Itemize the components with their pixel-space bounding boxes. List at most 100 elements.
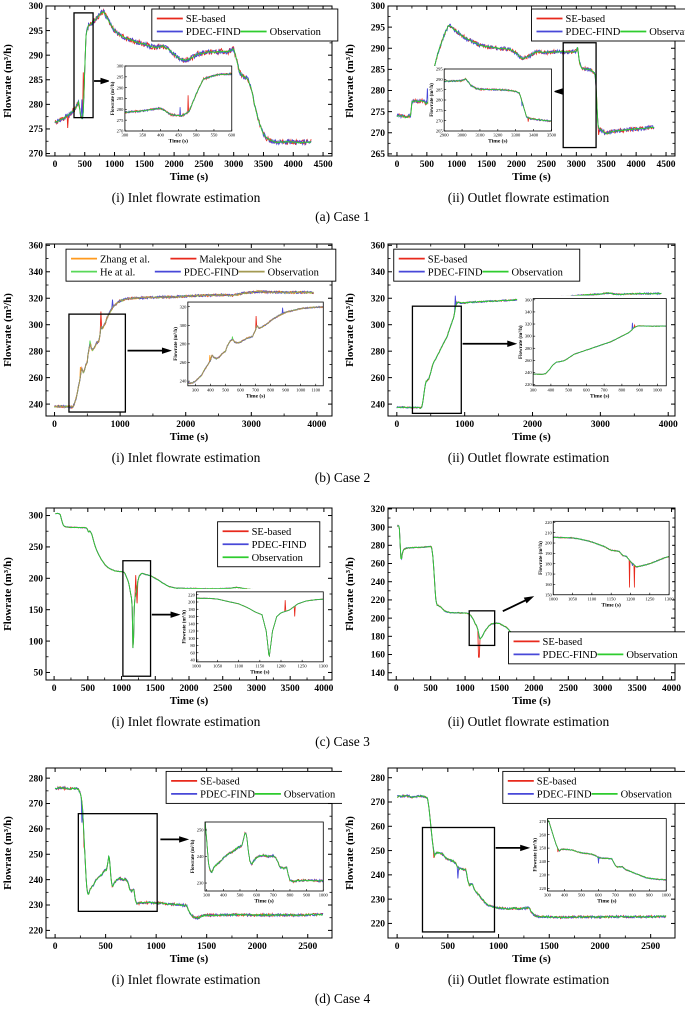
panel-case2-outlet: 0 1000 2000 3000 4000 240 260 280 300 320 340 360 Ti… — [342, 230, 685, 466]
svg-text:3000: 3000 — [458, 133, 468, 138]
svg-text:400: 400 — [207, 387, 215, 392]
svg-text:600: 600 — [253, 893, 261, 898]
svg-text:800: 800 — [619, 387, 627, 392]
series-lines — [396, 794, 667, 920]
svg-text:220: 220 — [545, 520, 553, 525]
legend-label-Observation: Observation — [252, 553, 304, 564]
svg-text:3200: 3200 — [493, 133, 503, 138]
legend-label-SE-based: SE-based — [537, 777, 577, 788]
svg-text:1000: 1000 — [147, 942, 166, 952]
svg-text:3000: 3000 — [224, 160, 243, 170]
svg-text:290: 290 — [371, 44, 386, 54]
svg-text:Flowrate (m³/h): Flowrate (m³/h) — [344, 557, 356, 631]
svg-text:1000: 1000 — [111, 420, 130, 430]
svg-text:340: 340 — [29, 268, 44, 278]
svg-text:1000: 1000 — [653, 387, 663, 392]
svg-text:2500: 2500 — [537, 160, 556, 170]
svg-text:1500: 1500 — [477, 160, 496, 170]
case3-row: 0 500 1000 1500 2000 2500 3000 3500 4000 50 100 150… — [0, 492, 685, 756]
series-Observation — [54, 11, 312, 144]
panel-case4-outlet: 0 500 1000 1500 2000 2500 220 230 240 250 260 270 28… — [342, 756, 685, 988]
series-lines — [54, 289, 314, 409]
svg-text:4500: 4500 — [314, 160, 333, 170]
chart-case1-inlet: 0 500 1000 1500 2000 2500 3000 3500 4000 4500 270 2… — [0, 0, 342, 190]
svg-text:360: 360 — [371, 242, 386, 252]
svg-text:2000: 2000 — [523, 420, 542, 430]
legend-label-PDEC-FIND: PDEC-FIND — [252, 540, 307, 551]
svg-text:1150: 1150 — [255, 663, 265, 668]
svg-text:300: 300 — [371, 2, 386, 12]
svg-text:300: 300 — [29, 512, 44, 522]
svg-text:275: 275 — [436, 108, 444, 113]
svg-text:300: 300 — [29, 321, 44, 331]
svg-text:4000: 4000 — [662, 684, 681, 694]
svg-text:160: 160 — [188, 614, 196, 619]
svg-text:280: 280 — [525, 346, 533, 351]
svg-text:285: 285 — [29, 76, 44, 86]
legend-label-Observation: Observation — [270, 27, 322, 38]
svg-text:260: 260 — [29, 825, 44, 835]
svg-text:140: 140 — [371, 669, 386, 679]
svg-text:2000: 2000 — [248, 942, 267, 952]
legend: SE-based PDEC-FIND Observation — [151, 8, 339, 42]
svg-text:2500: 2500 — [641, 942, 660, 952]
svg-text:550: 550 — [211, 133, 219, 138]
svg-text:285: 285 — [436, 87, 444, 92]
series-lines — [396, 23, 655, 136]
zoom-arrow-icon — [552, 88, 563, 95]
svg-text:265: 265 — [436, 129, 444, 134]
svg-text:800: 800 — [267, 387, 275, 392]
svg-text:260: 260 — [29, 374, 44, 384]
subplot-caption-a-i: (i) Inlet flowrate estimation — [111, 190, 261, 205]
svg-text:Flowrate (m³/h): Flowrate (m³/h) — [429, 83, 435, 117]
svg-text:295: 295 — [117, 74, 125, 79]
svg-text:Flowrate (m³/h): Flowrate (m³/h) — [344, 293, 356, 367]
svg-text:0: 0 — [395, 160, 400, 170]
svg-text:Time (s): Time (s) — [170, 695, 209, 707]
svg-text:1000: 1000 — [192, 663, 202, 668]
svg-text:220: 220 — [539, 886, 547, 891]
legend: SE-based PDEC-FIND Observation — [393, 248, 581, 282]
legend-label-PDEC-FIND: PDEC-FIND — [184, 267, 239, 278]
svg-text:0: 0 — [53, 942, 58, 952]
row-caption-c: (c) Case 3 — [315, 734, 370, 749]
zoom-rect — [411, 305, 462, 415]
svg-text:Flowrate (m³/h): Flowrate (m³/h) — [2, 44, 14, 118]
series-Observation — [396, 24, 655, 135]
svg-text:4000: 4000 — [659, 420, 678, 430]
svg-text:400: 400 — [561, 893, 569, 898]
series-Observation — [54, 786, 323, 919]
zoom-arrow-icon — [94, 77, 111, 85]
svg-text:1000: 1000 — [456, 684, 475, 694]
svg-text:250: 250 — [371, 847, 386, 857]
svg-text:500: 500 — [441, 942, 456, 952]
svg-text:Time (s): Time (s) — [512, 695, 551, 707]
svg-text:0: 0 — [53, 160, 58, 170]
svg-text:260: 260 — [180, 360, 188, 365]
legend: SE-based PDEC-FIND Observation — [531, 8, 685, 42]
legend-label-SE-based: SE-based — [252, 527, 292, 538]
svg-text:3100: 3100 — [475, 133, 485, 138]
svg-text:4500: 4500 — [657, 160, 676, 170]
svg-text:2000: 2000 — [180, 684, 199, 694]
svg-text:360: 360 — [525, 297, 533, 302]
svg-text:280: 280 — [180, 342, 188, 347]
legend: SE-based PDEC-FIND Observation — [502, 770, 685, 804]
svg-text:500: 500 — [193, 133, 201, 138]
svg-text:320: 320 — [525, 322, 533, 327]
inset-plot: 1000 1050 1100 1150 1200 1250 1300 150 160 170 180… — [537, 518, 674, 608]
svg-text:Time (s): Time (s) — [246, 392, 265, 399]
svg-text:1000: 1000 — [455, 420, 474, 430]
series-lines — [54, 8, 312, 147]
svg-text:4000: 4000 — [307, 420, 326, 430]
zoom-rect — [77, 813, 158, 913]
zoom-rect — [468, 610, 496, 647]
svg-text:240: 240 — [180, 379, 188, 384]
panel-case3-inlet: 0 500 1000 1500 2000 2500 3000 3500 4000 50 100 150… — [0, 492, 342, 730]
svg-text:285: 285 — [117, 96, 125, 101]
svg-text:240: 240 — [371, 578, 386, 588]
svg-text:1500: 1500 — [135, 160, 154, 170]
legend-label-SE-based: SE-based — [428, 254, 468, 265]
svg-text:270: 270 — [539, 819, 547, 824]
svg-text:2000: 2000 — [524, 684, 543, 694]
